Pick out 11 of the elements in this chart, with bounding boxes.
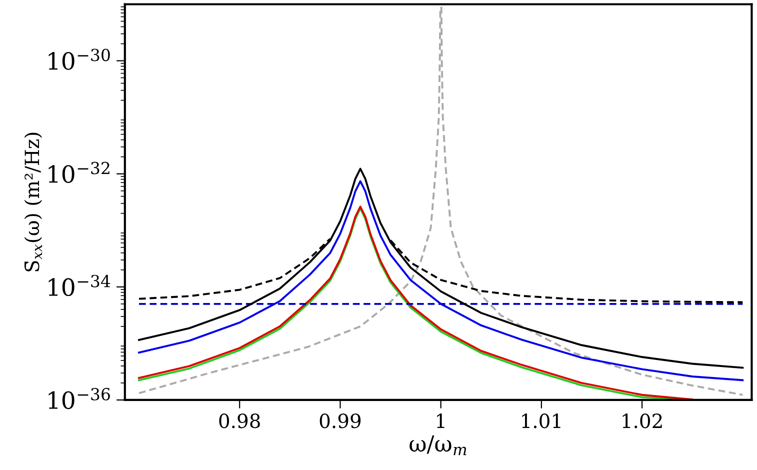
x-axis-title: ω/ω$_{m}$ <box>410 435 466 456</box>
y-tick-label: 10$^{−34}$ <box>48 274 110 296</box>
y-tick-label: 10$^{−32}$ <box>48 162 110 183</box>
x-tick-label: 1.01 <box>522 414 560 428</box>
y-tick-label: 10$^{−30}$ <box>48 48 110 70</box>
x-tick-label: 0.99 <box>320 414 361 428</box>
x-tick-label: 1.02 <box>622 414 662 428</box>
x-tick-label: 1 <box>437 414 444 428</box>
x-tick-label: 0.98 <box>219 414 260 428</box>
y-tick-label: 10$^{−36}$ <box>48 388 110 410</box>
y-axis-title: S̄$_{xx}$(ω) (m²/Hz) <box>24 132 42 272</box>
